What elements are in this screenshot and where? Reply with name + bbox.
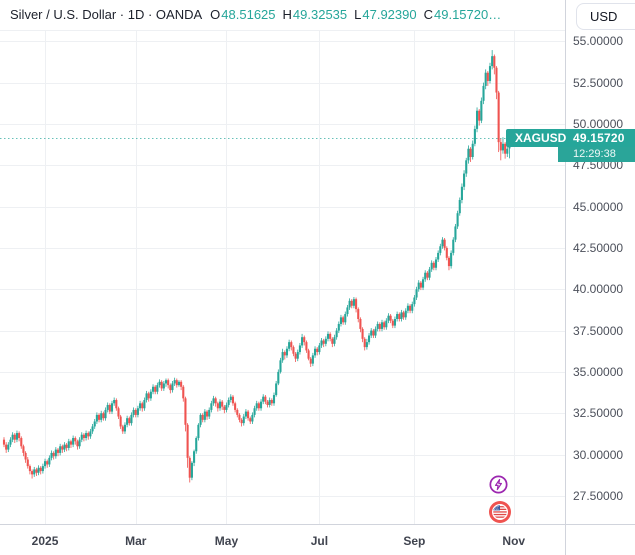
price-axis-label: 35.00000 (573, 364, 624, 379)
bar-countdown-badge: 12:29:38 (558, 147, 635, 162)
symbol-title[interactable]: Silver / U.S. Dollar · 1D · OANDA (10, 7, 203, 22)
time-axis-label: May (214, 534, 239, 548)
chart-legend: Silver / U.S. Dollar · 1D · OANDA O 48.51… (10, 7, 501, 22)
price-chart-canvas[interactable] (0, 0, 565, 524)
price-axis-label: 55.00000 (573, 34, 624, 49)
price-axis[interactable]: 55.00000 52.50000 50.00000 47.50000 45.00000… (566, 0, 635, 524)
time-axis-label: 2025 (31, 534, 59, 548)
price-axis-label: 40.00000 (573, 282, 624, 297)
ohlc-item: L 47.92390 (354, 7, 417, 22)
ohlc-item: C 49.15720… (423, 7, 502, 22)
price-axis-label: 30.00000 (573, 447, 624, 462)
currency-button-label: USD (590, 9, 618, 24)
currency-button[interactable]: USD (576, 3, 635, 30)
lightning-event-icon[interactable] (489, 475, 508, 499)
time-axis-border (0, 524, 635, 525)
time-axis-label: Nov (502, 534, 526, 548)
price-axis-label: 32.50000 (573, 406, 624, 421)
time-axis[interactable]: 2025 Mar May Jul Sep Nov (0, 525, 565, 555)
us-flag-event-icon[interactable] (489, 501, 511, 528)
price-axis-label: 50.00000 (573, 116, 624, 131)
price-axis-label: 52.50000 (573, 75, 624, 90)
price-axis-label: 45.00000 (573, 199, 624, 214)
price-axis-label: 27.50000 (573, 488, 624, 503)
time-axis-label: Sep (403, 534, 426, 548)
badge-symbol: XAGUSD (515, 131, 567, 145)
ohlc-item: O 48.51625 (210, 7, 276, 22)
time-axis-label: Mar (125, 534, 147, 548)
ohlc-item: H 49.32535 (282, 7, 348, 22)
badge-price: 49.15720 (573, 131, 625, 145)
badge-countdown: 12:29:38 (573, 148, 616, 160)
price-axis-label: 37.50000 (573, 323, 624, 338)
price-axis-label: 42.50000 (573, 240, 624, 255)
time-axis-label: Jul (310, 534, 329, 548)
ohlc-values: O 48.51625 H 49.32535 L 47.92390 C 49.15720… (210, 7, 501, 22)
price-axis-border (565, 0, 566, 555)
last-price-badge: XAGUSD 49.15720 (506, 129, 635, 147)
